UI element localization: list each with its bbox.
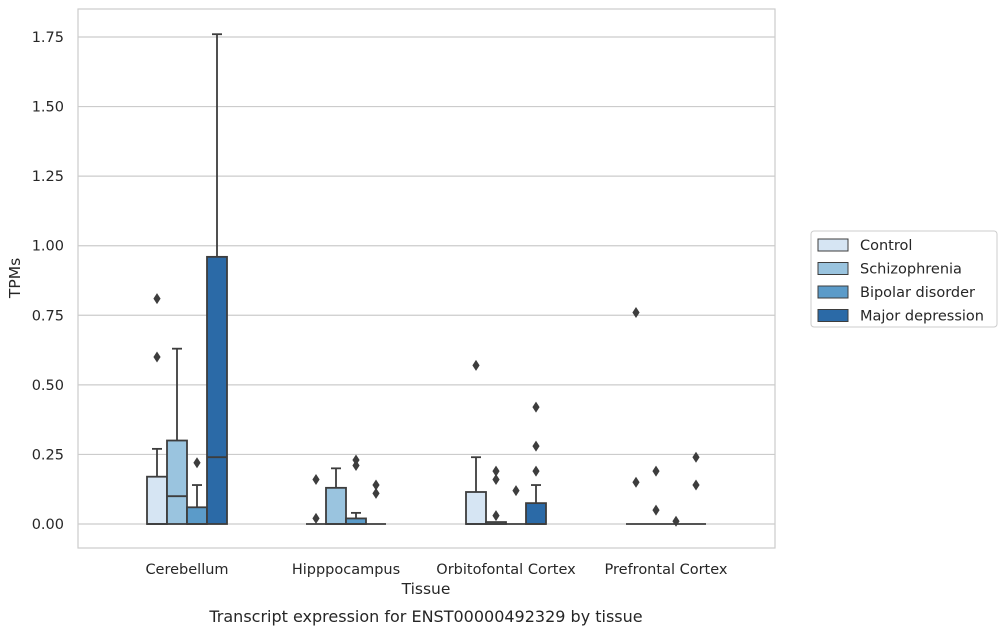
legend-swatch xyxy=(817,309,849,322)
x-tick-label: Orbitofontal Cortex xyxy=(436,562,576,578)
y-tick-label: 1.50 xyxy=(32,100,64,116)
outlier-point xyxy=(632,307,640,319)
outlier-point xyxy=(512,485,520,497)
y-tick-label: 1.75 xyxy=(32,30,64,46)
outlier-point xyxy=(532,440,540,452)
x-tick-label: Prefrontal Cortex xyxy=(605,562,728,578)
box-schizophrenia xyxy=(485,465,507,525)
box-bipolar-disorder xyxy=(345,454,367,525)
outlier-point xyxy=(632,476,640,488)
outlier-point xyxy=(652,465,660,477)
outlier-point xyxy=(492,473,500,485)
y-tick-label: 1.25 xyxy=(32,169,64,185)
box-schizophrenia xyxy=(166,347,188,525)
outlier-point xyxy=(312,512,320,524)
y-axis-label: TPMs xyxy=(6,258,24,299)
box-control xyxy=(146,293,168,525)
outlier-point xyxy=(672,515,680,527)
legend: Control Schizophrenia Bipolar disorder Majo… xyxy=(810,230,998,328)
box-body xyxy=(166,439,188,525)
box-control xyxy=(465,359,487,525)
outlier-point xyxy=(193,457,201,469)
y-tick-label: 0.50 xyxy=(32,378,64,394)
plot-frame xyxy=(77,8,776,549)
x-tick-label: Hipppocampus xyxy=(292,562,400,578)
legend-frame xyxy=(810,230,998,328)
outlier-point xyxy=(492,465,500,477)
outlier-point xyxy=(372,479,380,491)
box-bipolar-disorder xyxy=(666,515,686,527)
y-axis-ticks: 0.00 0.25 0.50 0.75 1.00 1.25 1.50 1.75 xyxy=(32,30,64,533)
legend-label: Bipolar disorder xyxy=(860,285,975,301)
outlier-point xyxy=(153,351,161,363)
outlier-point xyxy=(472,359,480,371)
outlier-point xyxy=(352,460,360,472)
box-body xyxy=(206,255,228,525)
legend-swatch xyxy=(817,238,849,252)
box-body xyxy=(525,502,547,525)
y-tick-label: 0.00 xyxy=(32,517,64,533)
box-bipolar-disorder xyxy=(186,457,208,525)
legend-label: Schizophrenia xyxy=(860,262,962,278)
outlier-point xyxy=(372,487,380,499)
gridlines xyxy=(78,36,775,525)
box-major-depression xyxy=(366,479,386,525)
box-control xyxy=(626,307,646,525)
box-body xyxy=(325,486,347,525)
box-body xyxy=(465,491,487,525)
box-body xyxy=(146,475,168,525)
legend-swatch xyxy=(817,262,849,275)
legend-label: Control xyxy=(860,238,912,254)
box-schizophrenia xyxy=(325,467,347,525)
plot-area xyxy=(146,33,706,527)
outlier-point xyxy=(492,510,500,522)
y-tick-label: 1.00 xyxy=(32,239,64,255)
x-axis-ticks: Cerebellum Hipppocampus Orbitofontal Corte… xyxy=(145,562,727,578)
box-major-depression xyxy=(686,451,706,525)
outlier-point xyxy=(692,451,700,463)
y-tick-label: 0.25 xyxy=(32,447,64,463)
box-schizophrenia xyxy=(646,465,666,525)
x-tick-label: Cerebellum xyxy=(145,562,228,578)
y-tick-label: 0.75 xyxy=(32,308,64,324)
outlier-point xyxy=(352,454,360,466)
outlier-point xyxy=(652,504,660,516)
outlier-point xyxy=(153,293,161,305)
outlier-point xyxy=(692,479,700,491)
outlier-point xyxy=(532,465,540,477)
legend-swatch xyxy=(817,285,849,299)
box-major-depression xyxy=(525,401,547,525)
chart-caption: Transcript expression for ENST0000049232… xyxy=(208,607,642,626)
box-major-depression xyxy=(206,33,228,525)
box-control xyxy=(306,473,326,525)
legend-label: Major depression xyxy=(860,309,984,325)
box-body xyxy=(186,506,208,525)
box-bipolar-disorder xyxy=(506,485,526,525)
x-axis-label: Tissue xyxy=(401,580,451,598)
outlier-point xyxy=(312,473,320,485)
outlier-point xyxy=(532,401,540,413)
